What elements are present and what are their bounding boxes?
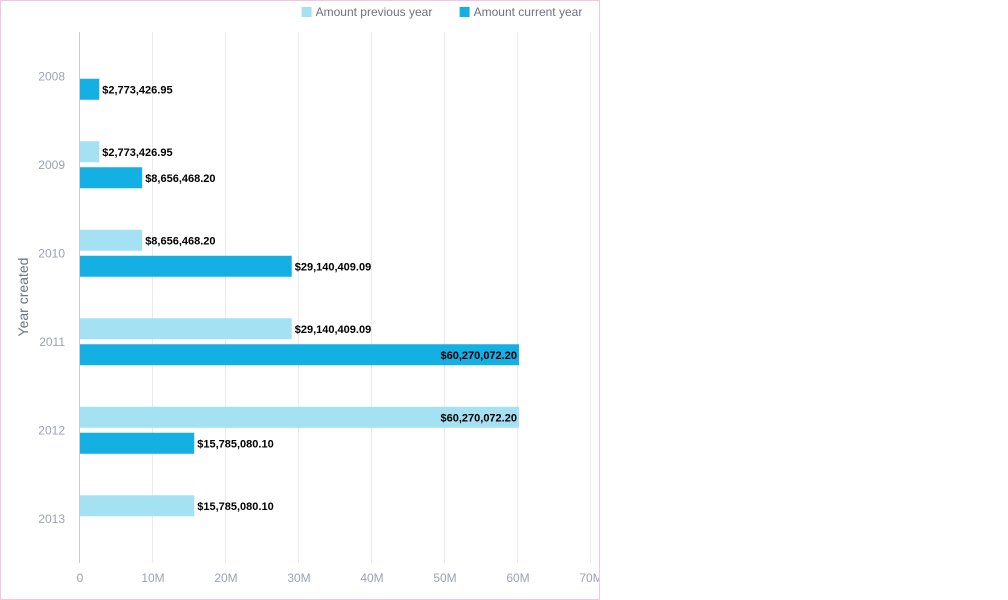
y-tick-label: 2010 (38, 246, 65, 260)
data-labels: $2,773,426.95 $2,773,426.95 $8,656,468.20 $… (102, 84, 517, 513)
chart-frame: Amount previous year Amount current year … (0, 0, 600, 600)
bar-current-year-2010[interactable] (80, 255, 292, 277)
y-tick-label: 2009 (38, 158, 65, 172)
bar-value-label: $15,785,080.10 (197, 501, 273, 513)
x-tick-label: 20M (214, 571, 237, 585)
bar-value-label: $2,773,426.95 (102, 84, 172, 96)
y-tick-label: 2011 (39, 335, 65, 349)
legend-item[interactable]: Amount current year (459, 5, 583, 19)
x-tick-label: 30M (287, 571, 310, 585)
gridlines (152, 32, 591, 563)
y-tick-label: 2012 (38, 423, 65, 437)
x-tick-label: 50M (433, 571, 456, 585)
legend-item[interactable]: Amount previous year (301, 5, 433, 19)
x-axis: 0 10M 20M 30M 40M 50M 60M 70M (77, 571, 599, 585)
bar-value-label: $60,270,072.20 (441, 350, 517, 362)
x-tick-label: 70M (579, 571, 599, 585)
bar-value-label: $29,140,409.09 (295, 324, 371, 336)
legend-label: Amount current year (474, 5, 583, 19)
legend-swatch (459, 7, 470, 17)
bar-chart: Amount previous year Amount current year … (15, 5, 599, 585)
bar-value-label: $8,656,468.20 (145, 173, 215, 185)
bar-current-year-2009[interactable] (80, 167, 143, 189)
bar-previous-year-2010[interactable] (80, 229, 143, 251)
y-tick-label: 2013 (38, 512, 65, 526)
bar-value-label: $29,140,409.09 (295, 261, 371, 273)
x-tick-label: 60M (506, 571, 529, 585)
x-tick-label: 10M (141, 571, 164, 585)
bar-value-label: $2,773,426.95 (102, 147, 172, 159)
bar-previous-year-2011[interactable] (80, 318, 292, 340)
bar-previous-year-2009[interactable] (80, 141, 100, 163)
legend: Amount previous year Amount current year (301, 5, 583, 19)
bar-value-label: $8,656,468.20 (145, 235, 215, 247)
bar-current-year-2008[interactable] (80, 78, 100, 100)
legend-swatch (301, 7, 312, 17)
bar-value-label: $15,785,080.10 (197, 438, 273, 450)
bar-previous-year-2012[interactable] (80, 406, 519, 428)
bar-current-year-2012[interactable] (80, 432, 195, 454)
y-axis: 2008 2009 2010 2011 2012 2013 (38, 32, 80, 563)
x-tick-label: 0 (77, 571, 84, 585)
y-tick-label: 2008 (38, 69, 65, 83)
bar-value-label: $60,270,072.20 (441, 412, 517, 424)
bars (80, 78, 519, 517)
y-axis-title: Year created (15, 258, 31, 337)
bar-previous-year-2013[interactable] (80, 495, 195, 517)
x-tick-label: 40M (360, 571, 383, 585)
legend-label: Amount previous year (316, 5, 433, 19)
bar-current-year-2011[interactable] (80, 344, 519, 366)
